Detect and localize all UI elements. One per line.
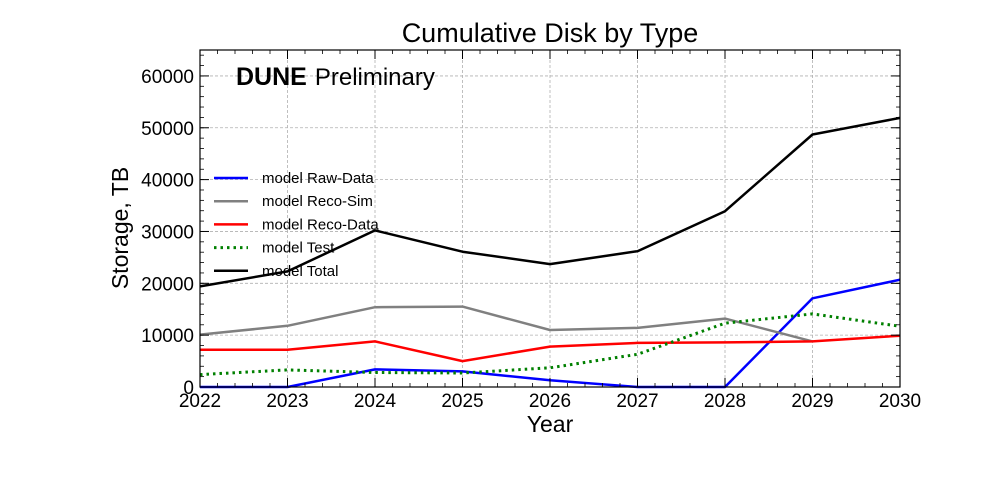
x-tick-label: 2022 — [179, 391, 221, 412]
x-tick-label: 2024 — [354, 391, 397, 412]
y-tick-label: 10000 — [141, 326, 194, 347]
plot-frame — [199, 49, 901, 388]
y-tick-label: 50000 — [141, 119, 194, 140]
y-axis-label: Storage, TB — [107, 167, 133, 289]
grid — [200, 50, 900, 387]
y-tick-label: 20000 — [141, 274, 194, 295]
legend-entry: model Reco-Sim — [262, 193, 373, 210]
y-tick-label: 60000 — [141, 67, 194, 88]
legend-entry: model Total — [262, 263, 338, 280]
y-tick-label: 0 — [183, 378, 194, 399]
axis-ticks: 2022 2023 2024 2025 2026 2027 2028 2029 2030 0 100… — [141, 50, 921, 412]
legend-entry: model Raw-Data — [262, 170, 374, 187]
x-tick-label: 2023 — [266, 391, 308, 412]
x-tick-label: 2030 — [879, 391, 921, 412]
legend-entry: model Test — [262, 240, 335, 257]
preliminary-label: Preliminary — [315, 64, 435, 91]
legend-entry: model Reco-Data — [262, 216, 379, 233]
x-tick-label: 2028 — [704, 391, 746, 412]
dune-label: DUNE — [236, 63, 307, 91]
x-tick-label: 2025 — [441, 391, 483, 412]
x-tick-label: 2026 — [529, 391, 571, 412]
y-tick-label: 30000 — [141, 222, 194, 243]
series-line-model-reco-sim — [199, 305, 813, 343]
dune-preliminary-label: DUNE Preliminary — [236, 63, 435, 91]
x-tick-label: 2027 — [616, 391, 658, 412]
series-line-model-reco-data — [200, 334, 901, 363]
y-tick-label: 40000 — [141, 171, 194, 192]
x-axis-label: Year — [527, 411, 574, 437]
series-line-model-total — [199, 116, 901, 288]
legend: model Raw-Data model Reco-Sim model Reco-D… — [214, 170, 379, 280]
x-tick-label: 2029 — [791, 391, 833, 412]
chart-title: Cumulative Disk by Type — [402, 18, 699, 48]
